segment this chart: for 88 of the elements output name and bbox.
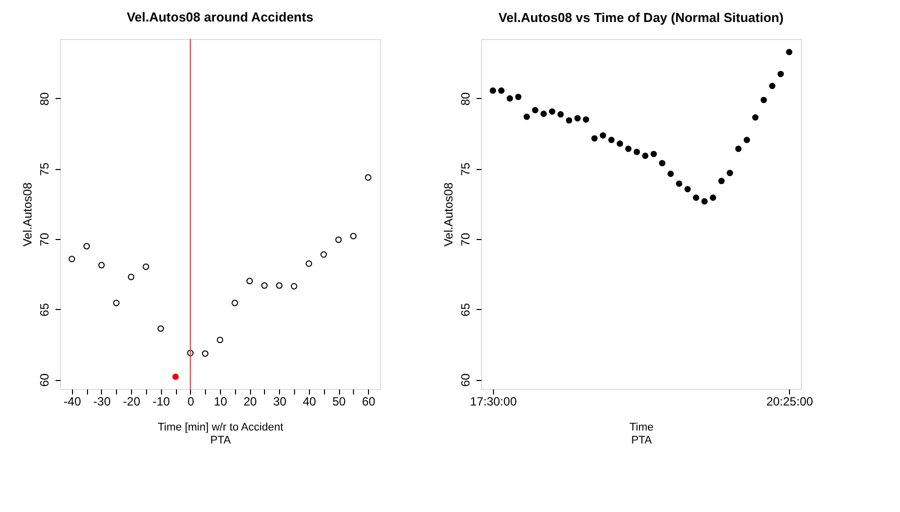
point	[320, 251, 327, 258]
point	[760, 96, 767, 104]
y-tick-label: 70	[458, 232, 472, 246]
point	[735, 146, 742, 152]
x-tick-label: -10	[152, 394, 170, 408]
point	[752, 114, 758, 121]
point	[246, 278, 253, 284]
point	[718, 178, 725, 184]
point	[261, 282, 268, 289]
x-tick-label: 30	[273, 394, 287, 408]
point	[113, 300, 120, 306]
point	[744, 136, 750, 144]
y-tick-label: 75	[38, 162, 52, 176]
point	[684, 186, 691, 192]
y-tick-label: 65	[38, 302, 52, 316]
point	[524, 114, 530, 120]
point	[591, 135, 598, 142]
x-tick-label: 0	[188, 394, 195, 408]
y-tick-label: 60	[38, 373, 52, 387]
point	[158, 325, 164, 332]
chart-title: Vel.Autos08 around Accidents	[126, 9, 314, 24]
x-tick-label: 10	[214, 394, 228, 408]
point	[566, 117, 572, 124]
point	[608, 136, 615, 144]
y-tick-label: 75	[458, 162, 472, 176]
point	[710, 194, 716, 201]
point	[778, 70, 784, 78]
x-axis-title: Time [min] w/r to Accident	[158, 422, 284, 434]
point	[202, 350, 208, 357]
y-tick-label: 60	[458, 373, 472, 387]
point	[668, 170, 674, 177]
point	[216, 336, 224, 344]
point	[232, 300, 238, 306]
point	[128, 274, 134, 280]
point	[625, 146, 632, 152]
point	[364, 174, 372, 181]
point	[634, 148, 640, 156]
point	[616, 140, 624, 147]
point	[68, 256, 76, 262]
point	[350, 232, 357, 240]
point	[769, 82, 776, 90]
point	[335, 236, 342, 243]
point	[172, 374, 179, 380]
x-tick-label: 60	[362, 394, 376, 408]
point	[786, 48, 792, 56]
x-tick-label: 50	[332, 394, 346, 408]
y-tick-label: 70	[38, 232, 52, 246]
x-tick-label: 40	[302, 394, 316, 408]
point	[187, 350, 194, 356]
point	[306, 260, 312, 267]
point	[290, 283, 298, 290]
point	[701, 198, 708, 205]
x-tick-label: -30	[93, 394, 111, 408]
x-axis-title: Time	[629, 422, 654, 434]
y-axis-title: Vel.Autos08	[20, 182, 34, 247]
x-tick-label: 20:25:00	[766, 394, 814, 408]
text: PTA	[210, 434, 232, 446]
point	[276, 282, 282, 289]
point	[557, 111, 564, 118]
point	[83, 242, 90, 250]
point	[490, 87, 496, 94]
x-tick-label: 20	[243, 394, 258, 408]
point	[726, 170, 734, 176]
point	[582, 116, 590, 123]
point	[650, 150, 657, 158]
chart-title: Vel.Autos08 vs Time of Day (Normal Situation)	[498, 10, 784, 25]
point	[659, 160, 666, 166]
y-tick-label: 80	[38, 92, 52, 106]
point	[548, 108, 556, 115]
point	[506, 95, 513, 102]
text: PTA	[631, 434, 652, 446]
point	[98, 262, 105, 268]
point	[540, 110, 547, 117]
point	[142, 263, 150, 270]
point	[676, 180, 682, 187]
point	[642, 152, 648, 159]
x-tick-label: -40	[64, 394, 82, 408]
point	[532, 106, 538, 114]
y-tick-label: 65	[458, 302, 472, 316]
point	[574, 115, 581, 122]
point	[600, 132, 606, 139]
y-tick-label: 80	[458, 92, 472, 106]
y-axis-title: Vel.Autos08	[442, 182, 456, 247]
point	[692, 194, 700, 201]
x-tick-label: 17:30:00	[470, 394, 518, 408]
x-tick-label: -20	[122, 394, 141, 408]
point	[515, 94, 522, 100]
point	[498, 87, 505, 94]
